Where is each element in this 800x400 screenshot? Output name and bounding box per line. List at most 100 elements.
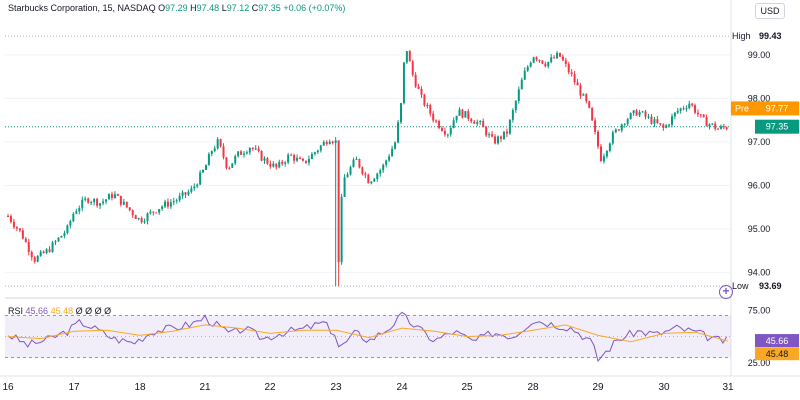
candle-body — [676, 110, 679, 113]
candle-body — [376, 173, 379, 179]
low-value: 93.69 — [759, 281, 782, 291]
candle-body — [45, 249, 48, 254]
high-label: High — [732, 31, 751, 41]
candle-body — [99, 203, 102, 206]
candle-body — [520, 79, 523, 90]
candle-body — [665, 125, 668, 128]
candle-body — [343, 177, 346, 197]
candle-body — [653, 119, 656, 124]
candle-body — [405, 51, 408, 63]
low-value: 97.12 — [226, 3, 250, 13]
candle-body — [27, 242, 30, 252]
candle-body — [394, 142, 397, 149]
open-label: O — [158, 3, 166, 13]
time-tick-label: 21 — [199, 382, 211, 393]
price-tick-label: 98.00 — [748, 93, 771, 103]
candle-body — [245, 152, 248, 154]
candle-body — [502, 131, 505, 139]
time-tick-label: 23 — [330, 382, 342, 393]
candle-body — [128, 207, 131, 211]
candle-body — [107, 194, 110, 200]
candle-body — [169, 202, 172, 207]
candle-body — [585, 94, 588, 102]
plus-circle-icon[interactable]: + — [719, 285, 733, 299]
candle-body — [597, 131, 599, 147]
candle-body — [367, 174, 370, 184]
candle-body — [438, 121, 441, 128]
candle-body — [446, 134, 449, 136]
candle-body — [234, 156, 237, 164]
candle-body — [296, 157, 299, 161]
candle-body — [42, 251, 45, 254]
candle-body — [260, 150, 263, 161]
candle-body — [679, 108, 682, 111]
candle-body — [225, 157, 228, 168]
candle-body — [556, 52, 559, 59]
candle-body — [461, 109, 464, 118]
candle-body — [172, 201, 175, 203]
time-tick-label: 25 — [461, 382, 473, 393]
candle-body — [538, 59, 541, 61]
candle-body — [553, 57, 556, 59]
candle-body — [96, 198, 99, 206]
candle-body — [529, 62, 532, 67]
candle-body — [30, 251, 33, 258]
candle-body — [75, 211, 78, 214]
rsi-placeholders: Ø Ø Ø Ø — [75, 306, 112, 316]
candle-body — [155, 212, 158, 214]
candle-body — [193, 186, 196, 189]
candle-body — [408, 51, 411, 62]
candle-body — [90, 202, 93, 204]
high-value: 97.48 — [196, 3, 220, 13]
candle-body — [722, 126, 725, 128]
currency-button[interactable]: USD — [755, 3, 785, 19]
candle-body — [361, 167, 364, 174]
candle-body — [299, 157, 302, 159]
candle-body — [57, 237, 60, 242]
candle-body — [164, 201, 167, 207]
candle-body — [131, 210, 134, 216]
candle-body — [122, 201, 125, 205]
candle-body — [33, 257, 36, 262]
candle-body — [582, 94, 585, 96]
candle-body — [682, 108, 685, 110]
candle-body — [638, 112, 641, 116]
candle-body — [60, 235, 63, 238]
candle-body — [482, 120, 485, 128]
candle-body — [248, 147, 251, 153]
candle-body — [39, 251, 42, 256]
candle-body — [541, 60, 544, 64]
candle-body — [494, 136, 497, 144]
candle-body — [199, 172, 202, 185]
candle-body — [36, 255, 39, 262]
candle-body — [319, 145, 322, 151]
time-tick-label: 22 — [264, 382, 276, 393]
candle-body — [66, 225, 69, 233]
candle-body — [216, 139, 219, 149]
candle-body — [175, 200, 178, 202]
candle-body — [116, 194, 119, 196]
rsi-ma-badge-bg — [755, 347, 799, 361]
candle-body — [388, 156, 391, 161]
candle-body — [511, 110, 514, 120]
candle-body — [673, 112, 676, 117]
candle-body — [81, 199, 84, 209]
candle-body — [346, 174, 349, 178]
rsi-value: 45.66 — [25, 306, 49, 316]
candle-body — [322, 141, 325, 146]
candle-body — [119, 195, 122, 205]
candle-body — [158, 209, 161, 213]
candle-body — [432, 113, 435, 121]
candle-body — [691, 103, 694, 106]
candle-body — [564, 60, 567, 65]
candle-body — [257, 148, 260, 151]
candle-body — [184, 192, 187, 195]
candle-body — [614, 129, 617, 133]
rsi-ma-badge: 45.48 — [766, 349, 789, 359]
candle-body — [594, 120, 597, 132]
candle-body — [685, 108, 688, 110]
candle-body — [237, 151, 240, 157]
pre-badge-value-bg — [755, 101, 799, 116]
